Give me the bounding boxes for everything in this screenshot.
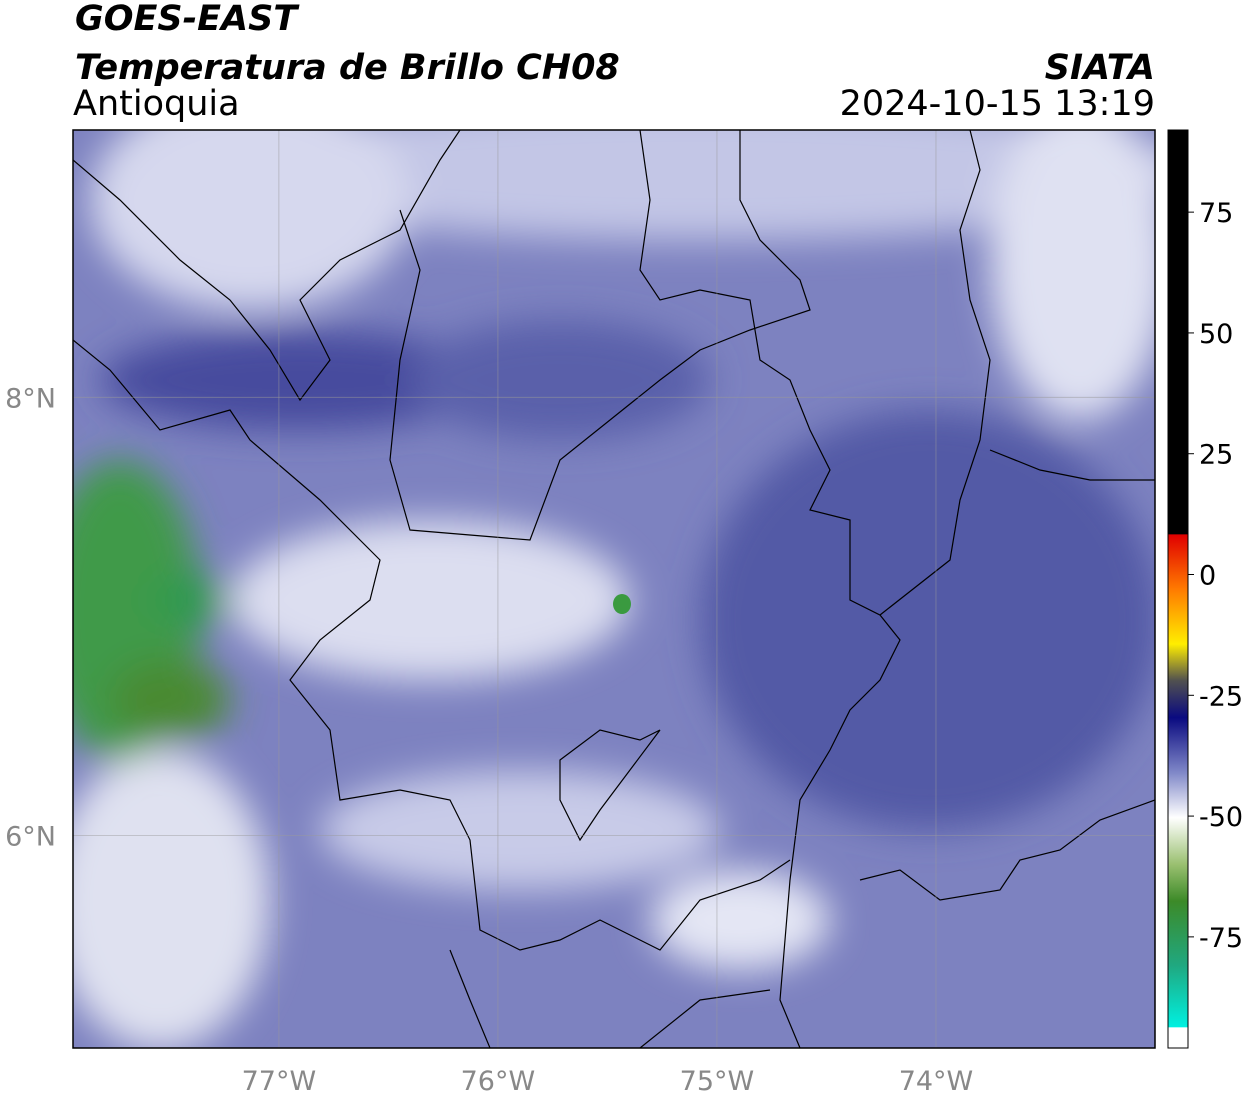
timestamp: 2024-10-15 13:19 [840, 84, 1155, 124]
x-tick-label: 77°W [242, 1066, 317, 1097]
subtitle: Temperatura de Brillo CH08 [75, 48, 620, 88]
region: Antioquia [73, 84, 240, 124]
colorbar-tick-label: -50 [1199, 802, 1243, 833]
colorbar-tick-label: 75 [1199, 198, 1233, 229]
grid [73, 130, 1155, 1048]
boundaries [73, 130, 1155, 1048]
x-tick-label: 74°W [899, 1066, 974, 1097]
map-frame [72, 129, 1156, 1049]
source: SIATA [1045, 48, 1155, 88]
colorbar-tick-label: -75 [1199, 923, 1243, 954]
x-tick-label: 76°W [461, 1066, 536, 1097]
colorbar [1167, 129, 1189, 1049]
title: GOES-EAST [75, 0, 300, 39]
colorbar-tick-label: -25 [1199, 681, 1243, 712]
cloud-field [73, 130, 1155, 1048]
colorbar-tick-label: 0 [1199, 561, 1216, 592]
cloud-cell [613, 594, 631, 614]
y-tick-label: 6°N [5, 821, 56, 852]
x-tick-label: 75°W [680, 1066, 755, 1097]
colorbar-tick-label: 50 [1199, 319, 1233, 350]
y-tick-label: 8°N [5, 383, 56, 414]
colorbar-tick-label: 25 [1199, 440, 1233, 471]
map-image [73, 130, 1155, 1048]
